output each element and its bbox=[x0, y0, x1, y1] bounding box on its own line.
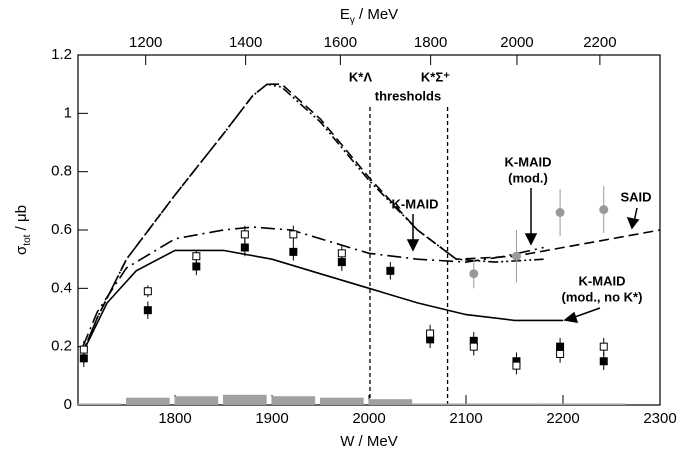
systematic-bar bbox=[538, 403, 582, 405]
y-tick-label: 0 bbox=[64, 396, 72, 413]
annotation: SAID bbox=[620, 189, 651, 204]
systematic-bar bbox=[223, 394, 267, 405]
data-point bbox=[143, 306, 152, 315]
systematic-bar bbox=[408, 403, 452, 405]
data-point bbox=[79, 345, 88, 354]
data-point bbox=[192, 262, 201, 271]
systematic-bar bbox=[271, 396, 316, 405]
systematic-bar bbox=[126, 397, 170, 405]
y-tick-label: 0.2 bbox=[51, 338, 72, 355]
x-tick-label: 2100 bbox=[449, 410, 482, 427]
plot-frame bbox=[77, 54, 661, 406]
label-part: σ bbox=[13, 245, 30, 255]
data-point bbox=[469, 342, 478, 351]
data-point bbox=[555, 208, 565, 217]
x2-axis-label: Eγ / MeV bbox=[340, 6, 398, 26]
annotation: (mod., no K*) bbox=[562, 289, 643, 304]
annotation: K*Σ⁺ bbox=[421, 69, 450, 84]
curve bbox=[82, 249, 563, 353]
data-point bbox=[192, 252, 201, 261]
data-point bbox=[426, 329, 435, 338]
curve bbox=[82, 83, 661, 353]
x-axis-label: W / MeV bbox=[340, 433, 398, 450]
systematic-bar bbox=[320, 397, 364, 405]
x-tick-label: 2000 bbox=[352, 410, 385, 427]
data-point bbox=[289, 230, 298, 239]
annotation: K-MAID bbox=[579, 273, 626, 288]
x2-tick-label: 1400 bbox=[229, 34, 262, 51]
annotation: K*Λ bbox=[349, 69, 372, 84]
curve bbox=[82, 226, 544, 348]
annotation: K-MAID bbox=[505, 154, 552, 169]
label-part: / μb bbox=[13, 205, 30, 235]
data-point bbox=[469, 269, 479, 279]
data-point bbox=[240, 243, 249, 252]
data-point bbox=[512, 361, 521, 370]
annotation: K-MAID bbox=[392, 196, 439, 211]
x2-tick-label: 1600 bbox=[324, 34, 357, 51]
y-tick-label: 0.8 bbox=[51, 163, 72, 180]
label-part: γ bbox=[350, 15, 355, 26]
label-part: tot bbox=[22, 234, 33, 245]
label-part: E bbox=[340, 6, 350, 23]
data-point bbox=[599, 342, 608, 351]
systematic-bar bbox=[451, 403, 496, 405]
y-tick-label: 1 bbox=[64, 104, 72, 121]
y-axis-label: σtot / μb bbox=[13, 205, 33, 255]
data-point bbox=[240, 230, 249, 239]
data-point bbox=[289, 247, 298, 256]
data-point bbox=[599, 205, 609, 215]
data-point bbox=[386, 266, 395, 275]
data-point bbox=[511, 251, 521, 261]
x-tick-label: 2200 bbox=[546, 410, 579, 427]
data-point bbox=[143, 287, 152, 296]
y-tick-label: 0.6 bbox=[51, 221, 72, 238]
y-tick-label: 1.2 bbox=[51, 46, 72, 63]
systematic-bar bbox=[368, 399, 413, 405]
x2-tick-label: 2200 bbox=[583, 34, 616, 51]
systematic-bar bbox=[494, 403, 539, 405]
curve bbox=[82, 83, 544, 353]
x-tick-label: 1900 bbox=[255, 410, 288, 427]
x2-tick-label: 1200 bbox=[129, 34, 162, 51]
arrows bbox=[406, 188, 640, 323]
data-point bbox=[599, 357, 608, 366]
x2-tick-label: 1800 bbox=[414, 34, 447, 51]
label-part: / MeV bbox=[355, 6, 398, 23]
x-tick-label: 2300 bbox=[643, 410, 676, 427]
data-point bbox=[556, 349, 565, 358]
data-point bbox=[337, 249, 346, 258]
systematic-bar bbox=[78, 403, 122, 405]
y-tick-label: 0.4 bbox=[51, 279, 72, 296]
x-tick-label: 1800 bbox=[158, 410, 191, 427]
systematic-bar bbox=[581, 403, 626, 405]
annotation: thresholds bbox=[375, 88, 441, 103]
x2-tick-label: 2000 bbox=[500, 34, 533, 51]
annotation: (mod.) bbox=[508, 170, 548, 185]
systematic-bar bbox=[174, 396, 219, 405]
